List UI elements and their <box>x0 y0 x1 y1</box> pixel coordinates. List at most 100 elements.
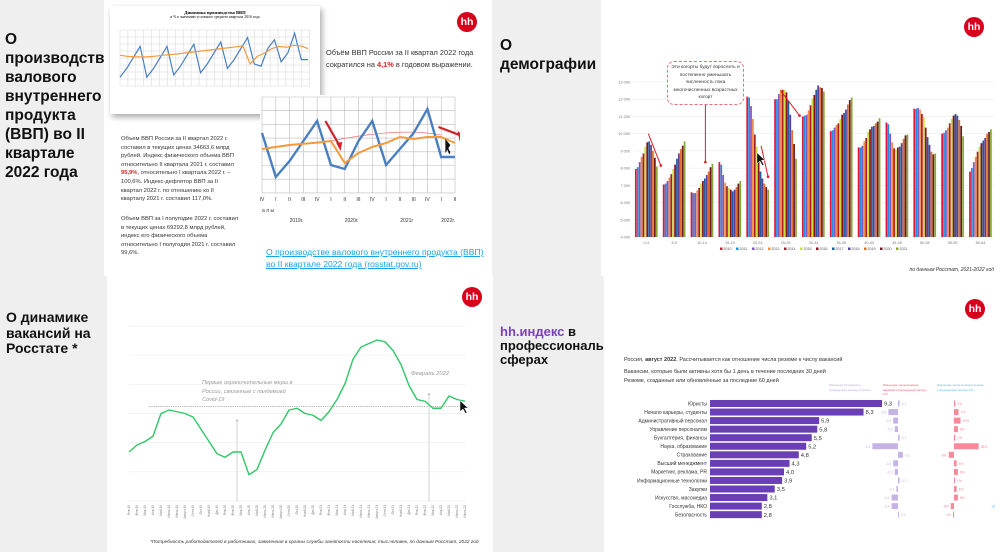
bar <box>765 187 768 237</box>
bar <box>839 119 842 237</box>
bar <box>640 156 643 237</box>
y-tick-label: 4 000 <box>620 236 630 240</box>
legend-swatch <box>848 247 851 250</box>
legend-label: 2017 <box>836 247 844 251</box>
bar <box>650 144 652 237</box>
index-change-bar <box>896 486 898 492</box>
bar <box>779 89 782 237</box>
mouse-cursor-icon <box>445 139 451 155</box>
vacancy-change-bar <box>954 434 956 441</box>
red-arrow-head-icon <box>457 130 465 141</box>
legend-swatch <box>880 247 883 250</box>
bar <box>789 114 792 237</box>
quarter-tick-label: I <box>385 197 386 203</box>
legend-swatch <box>800 247 803 250</box>
x-tick-label: Фев.21 <box>327 505 331 516</box>
bar <box>902 138 905 237</box>
x-tick-label: Мар.20 <box>239 505 243 516</box>
bar <box>861 145 864 237</box>
bar <box>843 113 845 237</box>
bar <box>850 97 853 237</box>
bar <box>906 134 909 237</box>
quarter-tick-label: III <box>301 197 305 203</box>
category-label: Начало карьеры, студенты <box>644 410 707 416</box>
x-tick-label: Янв.21 <box>319 505 323 515</box>
x-tick-label: Июнь.20 <box>263 505 267 518</box>
bar <box>932 154 935 237</box>
bar <box>694 193 697 237</box>
bar <box>980 143 983 237</box>
category-label: Наука, образование <box>660 444 707 450</box>
x-tick-label: 40-44 <box>864 241 874 245</box>
category-label: Закупки <box>689 487 707 493</box>
x-tick-label: Нояб.20 <box>303 505 307 517</box>
vacancy-change-label: 7% <box>961 411 966 415</box>
x-tick-label: 25-29 <box>781 241 791 245</box>
index-value-label: 9,3 <box>884 402 892 408</box>
red-arrow-icon <box>647 133 662 166</box>
index-change-bar <box>898 400 900 407</box>
bar <box>679 149 682 237</box>
hhindex-line3: Резюме, созданные или обновлённые за пос… <box>624 378 779 384</box>
category-label: Информационные технологии <box>637 478 707 484</box>
index-bar <box>710 451 799 459</box>
bar <box>670 174 673 237</box>
index-change-label: -0,4 <box>884 505 890 509</box>
vacancy-change-bar <box>950 503 954 510</box>
bar <box>678 153 680 237</box>
panel-vacancies: О динамике вакансий на Росстате * hh Янв… <box>0 276 500 552</box>
bar <box>813 94 816 237</box>
bar <box>722 175 725 237</box>
bar <box>703 178 706 237</box>
feb-marker-dot <box>427 393 431 396</box>
bar <box>774 99 776 237</box>
index-change-bar <box>898 451 903 458</box>
bar <box>690 192 693 237</box>
x-tick-label: Окт.20 <box>295 505 299 515</box>
x-tick-label: Мар.21 <box>335 505 339 516</box>
index-change-bar <box>894 426 898 433</box>
x-tick-label: Июнь.19 <box>167 505 171 518</box>
bar <box>974 156 977 237</box>
bar <box>735 187 738 237</box>
bar <box>831 130 834 237</box>
bar <box>962 136 964 237</box>
bar <box>668 177 671 237</box>
bar <box>865 137 868 237</box>
bar <box>807 110 810 237</box>
index-bar <box>710 425 818 433</box>
index-change-bar <box>898 434 900 441</box>
red-arrow-icon <box>780 90 800 116</box>
x-tick-label: Май.22 <box>447 505 451 516</box>
legend-swatch <box>816 247 819 250</box>
bar <box>859 147 862 237</box>
quarter-tick-label: II <box>288 197 291 203</box>
gdp-title: О производстве валового внутреннего прод… <box>5 31 113 181</box>
quarter-tick-label: II <box>343 197 346 203</box>
bar <box>943 132 945 237</box>
vacancy-change-label: -1% <box>945 513 951 517</box>
index-value-label: 4,0 <box>786 470 794 476</box>
vacancy-change-label: -8% <box>941 453 947 457</box>
legend-label: 2014 <box>788 247 796 251</box>
legend-label: 2015 <box>804 247 812 251</box>
x-tick-label: Июль.21 <box>367 505 371 518</box>
x-tick-label: 50-54 <box>920 241 930 245</box>
bar <box>867 131 869 237</box>
bar <box>971 168 973 237</box>
y-tick-label: 13 000 <box>618 81 630 85</box>
x-tick-label: 45-49 <box>892 241 902 245</box>
x-tick-label: Янв.20 <box>223 505 227 515</box>
bar <box>815 89 818 237</box>
bar <box>872 125 875 237</box>
index-change-label: -0,2 <box>887 428 893 432</box>
rosstat-link[interactable]: О производстве валового внутреннего прод… <box>266 247 484 269</box>
cohort-callout: Эти когорты будут взрослеть и постепенно… <box>667 61 744 105</box>
red-arrow-head-icon <box>766 175 770 179</box>
bar <box>705 175 708 237</box>
hhindex-line2: Вакансии, которые были активны хотя бы 1… <box>624 369 826 375</box>
gdp-drop-value: 4,1% <box>377 60 394 69</box>
bar <box>887 124 890 237</box>
bar <box>930 151 933 237</box>
red-arrow-head-icon <box>336 142 343 151</box>
